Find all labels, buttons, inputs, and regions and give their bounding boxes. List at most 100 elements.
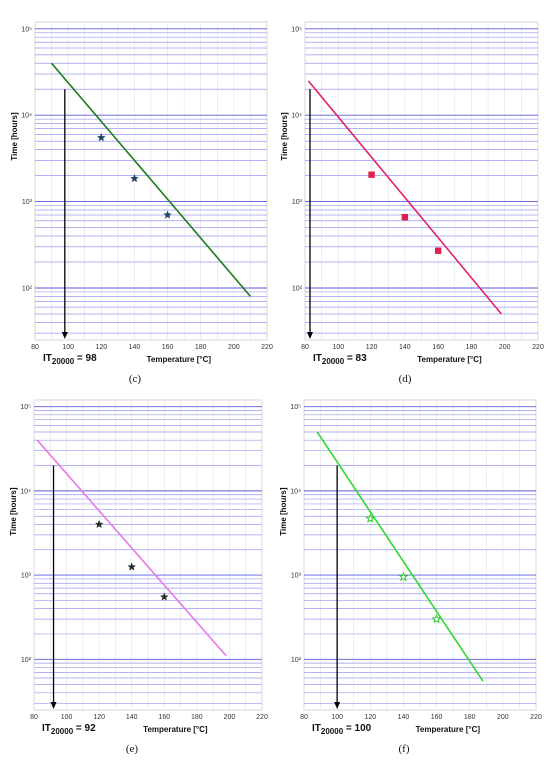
it-label-sub: 20000 (52, 357, 75, 366)
x-tick-label: 200 (497, 714, 509, 721)
it-label-main: IT (43, 353, 52, 364)
panel-caption: (c) (129, 373, 142, 385)
x-tick-label: 80 (30, 714, 38, 721)
it-label: IT20000 = 83 (313, 353, 367, 366)
x-tick-label: 140 (398, 714, 410, 721)
fit-line (316, 431, 484, 682)
x-axis-label: Temperature [°C] (147, 355, 212, 364)
x-tick-label: 160 (162, 344, 174, 351)
y-tick-label: 10³ (291, 573, 302, 580)
data-point (127, 562, 137, 571)
x-tick-label: 100 (331, 714, 343, 721)
data-point (94, 519, 104, 529)
data-point (434, 247, 442, 254)
y-tick-label: 10⁴ (20, 488, 31, 495)
x-tick-label: 100 (61, 714, 73, 721)
panel-caption: (e) (126, 743, 139, 755)
panel-caption: (f) (399, 743, 410, 755)
x-tick-label: 160 (158, 714, 170, 721)
it-arrow-head (306, 332, 313, 339)
x-tick-label: 180 (195, 344, 207, 351)
y-tick-label: 10³ (292, 199, 303, 206)
it-label-main: IT (42, 723, 51, 734)
chart-panel-2: 80 100 120 140 160 180 200 220 10² 10³ 10⁴ 10⁵ Tempe… (280, 21, 544, 385)
it-label-rest: = 98 (74, 353, 97, 364)
x-tick-label: 140 (399, 344, 411, 351)
y-tick-label: 10⁴ (21, 113, 32, 120)
it-label: IT20000 = 100 (312, 723, 372, 736)
x-tick-label: 100 (62, 344, 74, 351)
x-tick-label: 160 (431, 714, 443, 721)
data-point (130, 173, 139, 183)
x-tick-label: 120 (364, 714, 376, 721)
x-tick-label: 180 (464, 714, 476, 721)
x-tick-label: 120 (95, 344, 107, 351)
x-tick-label: 180 (466, 344, 478, 351)
x-tick-label: 220 (256, 714, 268, 721)
fit-line (307, 80, 503, 315)
chart-panel-3: 80 100 120 140 160 180 200 220 10² 10³ 10⁴ 10⁵ Tempe… (9, 399, 268, 755)
panel-caption: (d) (399, 373, 412, 385)
y-tick-label: 10⁴ (290, 488, 301, 495)
it-label: IT20000 = 92 (42, 723, 96, 736)
x-tick-label: 140 (126, 714, 138, 721)
it-label-main: IT (312, 723, 321, 734)
y-tick-label: 10⁴ (291, 113, 302, 120)
x-axis-label: Temperature [°C] (417, 355, 482, 364)
x-tick-label: 220 (261, 344, 273, 351)
y-tick-label: 10⁵ (20, 404, 31, 411)
y-axis-label: Time [hours] (9, 487, 18, 536)
y-axis-label: Time [hours] (280, 112, 289, 161)
x-tick-label: 100 (332, 344, 344, 351)
data-point (365, 513, 376, 523)
it-label-sub: 20000 (322, 357, 345, 366)
x-tick-label: 220 (532, 344, 544, 351)
it-label: IT20000 = 98 (43, 353, 97, 366)
x-tick-label: 160 (432, 344, 444, 351)
y-tick-label: 10² (21, 657, 32, 664)
x-tick-label: 200 (228, 344, 240, 351)
data-point (398, 571, 409, 582)
it-arrow-head (334, 702, 341, 709)
it-label-sub: 20000 (321, 727, 344, 736)
x-axis-label: Temperature [°C] (416, 725, 481, 734)
it-label-rest: = 100 (343, 723, 372, 734)
chart-panel-4: 80 100 120 140 160 180 200 220 10² 10³ 10⁴ 10⁵ Tempe… (279, 399, 542, 755)
it-arrow-head (50, 702, 57, 709)
x-tick-label: 180 (191, 714, 203, 721)
data-point (159, 592, 169, 601)
x-tick-label: 120 (366, 344, 378, 351)
it-label-main: IT (313, 353, 322, 364)
y-axis-label: Time [hours] (279, 487, 288, 536)
y-tick-label: 10² (291, 657, 302, 664)
data-point (431, 613, 442, 624)
data-point (96, 133, 106, 142)
data-point (163, 210, 172, 219)
x-tick-label: 200 (224, 714, 236, 721)
chart-panel-1: 80 100 120 140 160 180 200 220 10² 10³ 10⁴ 10⁵ Tempe… (10, 21, 273, 385)
y-tick-label: 10³ (21, 573, 32, 580)
fit-line (36, 439, 227, 657)
x-tick-label: 140 (129, 344, 141, 351)
it-label-rest: = 92 (73, 723, 96, 734)
data-point (401, 213, 409, 221)
y-tick-label: 10³ (22, 199, 33, 206)
x-tick-label: 220 (530, 714, 542, 721)
fit-line (50, 62, 252, 297)
y-tick-label: 10² (22, 285, 33, 292)
x-tick-label: 80 (31, 344, 39, 351)
x-tick-label: 80 (301, 344, 309, 351)
x-axis-label: Temperature [°C] (143, 725, 208, 734)
y-tick-label: 10⁵ (21, 26, 32, 33)
x-tick-label: 80 (300, 714, 308, 721)
y-tick-label: 10⁵ (290, 404, 301, 411)
it-label-sub: 20000 (51, 727, 74, 736)
it-label-rest: = 83 (344, 353, 367, 364)
x-tick-label: 120 (93, 714, 105, 721)
x-tick-label: 200 (499, 344, 511, 351)
it-arrow-head (61, 332, 68, 339)
data-point (368, 171, 375, 178)
y-axis-label: Time [hours] (10, 112, 19, 161)
y-tick-label: 10⁵ (291, 26, 302, 33)
